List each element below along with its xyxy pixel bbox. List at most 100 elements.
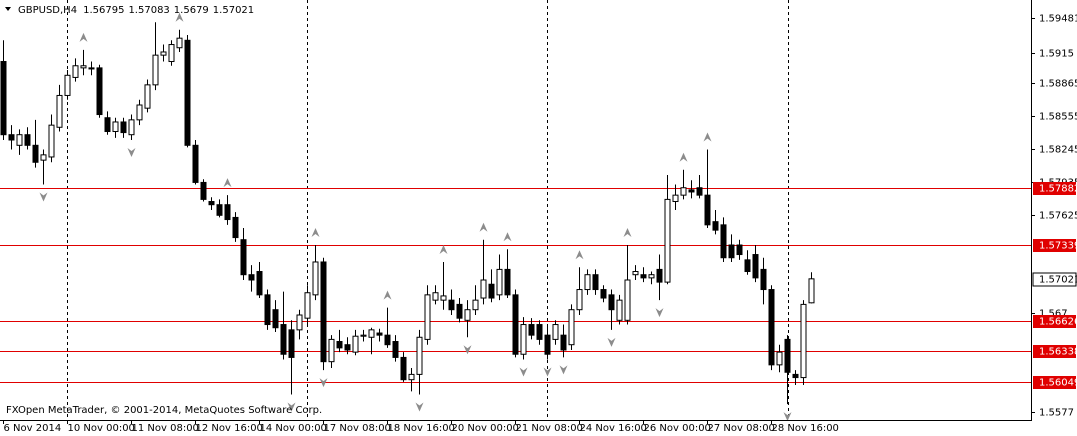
- candle-body: [496, 268, 503, 296]
- fractal-up: [79, 32, 88, 42]
- fractal-up: [223, 178, 232, 188]
- fractal-up: [703, 132, 712, 142]
- candle-body: [424, 294, 431, 340]
- candle-body: [384, 334, 391, 346]
- candle-body: [616, 299, 623, 321]
- header-high: 1.57083: [128, 5, 169, 16]
- candle-body: [40, 154, 47, 161]
- candle-body: [0, 61, 7, 136]
- candle-body: [568, 309, 575, 346]
- axes: 1.594811.59151.588651.585551.582451.5793…: [3, 14, 1077, 434]
- candle-body: [264, 294, 271, 326]
- header: GBPUSD,H4 1.56795 1.57083 1.5679 1.57021: [18, 5, 254, 16]
- candle-body: [464, 309, 471, 321]
- candle-body: [48, 124, 55, 158]
- fractal-up: [503, 232, 512, 242]
- candle-body: [576, 289, 583, 311]
- candle-body: [520, 324, 527, 355]
- candle-body: [512, 294, 519, 355]
- candle-body: [208, 201, 215, 206]
- fractal-down: [559, 365, 568, 375]
- candle-body: [56, 94, 63, 128]
- candle-body: [656, 268, 663, 283]
- y-tick-label: 1.5577: [1039, 408, 1074, 419]
- level-label-box: [1033, 376, 1076, 389]
- fractal-up: [623, 228, 632, 237]
- level-label: 1.57339: [1039, 241, 1077, 252]
- candle-body: [800, 303, 807, 379]
- current-price-label: 1.57021: [1039, 275, 1077, 286]
- header-open: 1.56795: [83, 5, 124, 16]
- y-tick-label: 1.58555: [1039, 112, 1077, 123]
- candle-body: [736, 244, 743, 256]
- candle-body: [448, 299, 455, 311]
- fractal-down: [519, 367, 528, 377]
- candle-body: [272, 309, 279, 329]
- header-close: 1.57021: [213, 5, 254, 16]
- candle-body: [688, 189, 695, 193]
- candle-body: [480, 279, 487, 299]
- candle-body: [664, 198, 671, 283]
- fractal-down: [287, 402, 296, 412]
- candle-body: [440, 295, 447, 301]
- candle-body: [128, 119, 135, 136]
- candle-body: [704, 194, 711, 226]
- x-tick-label: 27 Nov 08:00: [708, 423, 775, 434]
- candle-body: [104, 117, 111, 133]
- candle-body: [784, 338, 791, 373]
- candle-body: [368, 329, 375, 338]
- x-tick-label: 11 Nov 08:00: [132, 423, 199, 434]
- y-tick-label: 1.567: [1039, 309, 1068, 320]
- footer: FXOpen MetaTrader, © 2001-2014, MetaQuot…: [6, 405, 322, 416]
- x-tick-label: 20 Nov 00:00: [452, 423, 519, 434]
- level-label-box: [1033, 315, 1076, 328]
- level-label: 1.56626: [1039, 317, 1077, 328]
- candle-body: [240, 239, 247, 276]
- candle-body: [408, 373, 415, 381]
- candle-body: [528, 324, 535, 336]
- y-tick-label: 1.58245: [1039, 145, 1077, 156]
- candle-body: [792, 373, 799, 379]
- fractal-up: [175, 12, 184, 22]
- candle-body: [192, 144, 199, 183]
- candle-body: [432, 292, 439, 301]
- candle-body: [488, 283, 495, 299]
- candle-body: [376, 332, 383, 336]
- level-label-box: [1033, 182, 1076, 195]
- current-price-box: [1032, 272, 1077, 287]
- fractal-up: [479, 222, 488, 232]
- candle-body: [416, 336, 423, 375]
- fractal-up: [383, 290, 392, 300]
- candle-body: [584, 274, 591, 291]
- fractal-down: [415, 402, 424, 412]
- candle-body: [592, 274, 599, 291]
- y-tick-label: 1.57625: [1039, 211, 1077, 222]
- candle-body: [456, 303, 463, 319]
- candle-body: [680, 187, 687, 196]
- level-label: 1.56338: [1039, 347, 1077, 358]
- fractal-up: [439, 244, 448, 254]
- x-tick-label: 6 Nov 2014: [4, 423, 62, 434]
- candle-body: [720, 224, 727, 259]
- candle-body: [560, 334, 567, 351]
- x-tick-label: 24 Nov 16:00: [580, 423, 647, 434]
- candle-body: [392, 341, 399, 358]
- candle-body: [504, 268, 511, 296]
- candle-body: [776, 351, 783, 366]
- y-tick-label: 1.58865: [1039, 79, 1077, 90]
- candle-body: [168, 44, 175, 63]
- candle-body: [112, 121, 119, 133]
- fractal-up: [311, 228, 320, 237]
- y-tick-label: 1.5915: [1039, 49, 1074, 60]
- candle-body: [536, 324, 543, 340]
- fractal-down: [607, 337, 616, 347]
- candle-body: [360, 334, 367, 337]
- candle-body: [544, 334, 551, 355]
- header-low: 1.5679: [174, 5, 209, 16]
- candle-body: [152, 54, 159, 86]
- candle-body: [224, 204, 231, 221]
- candle-body: [640, 274, 647, 279]
- candle-body: [64, 74, 71, 96]
